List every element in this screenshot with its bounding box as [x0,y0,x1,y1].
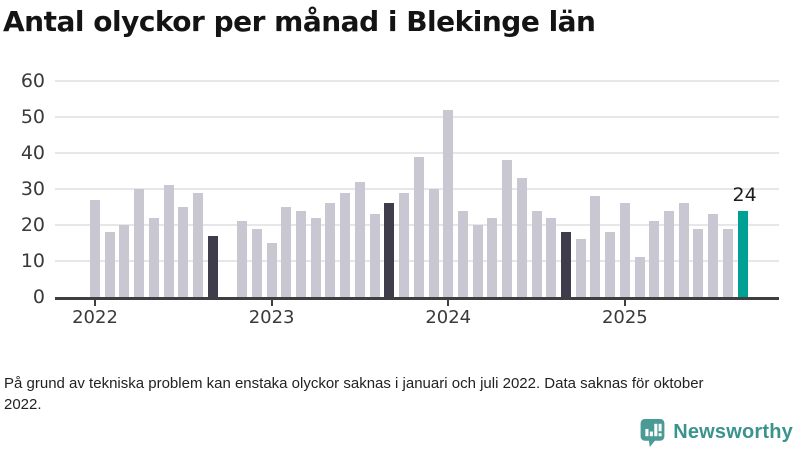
bar-2022-06 [163,185,174,297]
newsworthy-logo-text: Newsworthy [673,421,793,443]
bar-2024-08 [546,217,557,297]
bar-2025-02 [634,257,645,297]
bar-2022-07 [178,207,189,297]
bar-2023-06 [340,192,351,297]
bar-2024-03 [472,225,483,297]
newsworthy-logo-icon [640,418,665,447]
y-axis-label-20: 20 [20,214,45,236]
bar-2024-05 [502,160,513,297]
bar-2022-11 [237,221,248,297]
bar-2024-09 [560,232,571,297]
bar-2024-11 [590,196,601,297]
y-axis-label-60: 60 [20,70,45,92]
bar-2022-12 [251,228,262,297]
gridline-60 [55,80,779,82]
x-axis-tick-2025 [623,299,626,306]
bar-2023-02 [281,207,292,297]
gridline-40 [55,152,779,154]
bar-2022-03 [119,225,130,297]
y-axis-label-40: 40 [20,142,45,164]
newsworthy-logo: Newsworthy [639,417,793,448]
bar-2022-09 [207,235,218,297]
y-axis-label-50: 50 [20,106,45,128]
x-axis-tick-2023 [270,299,273,306]
bar-2023-10 [399,192,410,297]
bar-2022-08 [193,192,204,297]
bar-2023-12 [428,189,439,297]
x-axis-label-2024: 2024 [425,307,472,328]
x-axis-line [55,297,779,300]
bar-2023-04 [310,217,321,297]
bar-2022-02 [104,232,115,297]
bar-2024-04 [487,217,498,297]
x-axis-tick-2024 [447,299,450,306]
bar-2025-01 [619,203,630,297]
bar-2022-01 [90,199,100,297]
bar-2024-10 [575,239,586,297]
bar-2024-01 [443,109,454,297]
bar-2024-06 [516,178,527,297]
bar-2025-04 [664,210,675,297]
bar-2024-12 [605,232,616,297]
bar-2023-05 [325,203,336,297]
bar-2025-03 [649,221,660,297]
bar-2025-06 [693,228,704,297]
bar-2023-11 [413,156,424,297]
bar-2023-07 [354,181,365,297]
x-axis-label-2022: 2022 [72,307,118,328]
bar-2025-05 [678,203,689,297]
x-axis-label-2025: 2025 [601,307,648,328]
gridline-50 [55,116,779,118]
bar-2024-07 [531,210,542,297]
x-axis-tick-2022 [94,299,96,306]
bar-2023-01 [266,243,277,297]
accidents-bar-chart: 0 10 20 30 40 50 60 24 2022 2023 2024 2025 [20,70,779,328]
bar-2023-09 [384,203,395,297]
x-axis-label-2023: 2023 [248,307,295,328]
bar-2024-02 [457,210,468,297]
bar-value-label: 24 [732,183,757,206]
y-axis-label-30: 30 [20,178,45,200]
bar-2023-08 [369,214,380,297]
bar-2022-05 [148,217,159,297]
footnote-text: På grund av tekniska problem kan enstaka… [4,375,704,413]
bar-2025-08 [722,228,733,297]
bar-2025-09 [737,210,748,297]
y-axis-label-0: 0 [32,286,45,308]
bar-2025-07 [708,214,719,297]
bar-2022-04 [134,189,145,297]
y-axis-label-10: 10 [20,250,45,272]
page-title: Antal olyckor per månad i Blekinge län [3,5,596,38]
bar-2023-03 [296,210,307,297]
